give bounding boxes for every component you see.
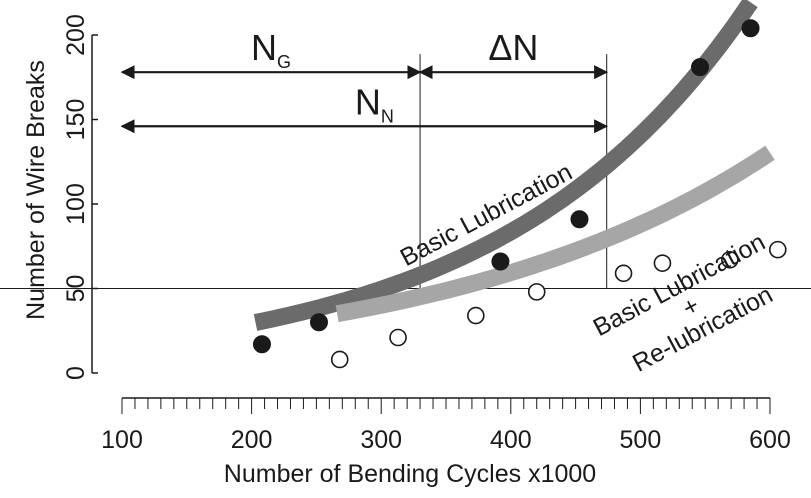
x-tick-label-500: 500 (620, 426, 662, 454)
filled-point-5 (691, 58, 710, 77)
open-point-6 (653, 254, 672, 272)
open-point-5 (614, 264, 633, 283)
x-axis-title: Number of Bending Cycles x1000 (224, 460, 596, 488)
x-tick-label-200: 200 (231, 426, 273, 454)
x-axis: 100 200 300 400 500 600 (101, 397, 791, 454)
open-point-7 (721, 250, 739, 269)
trend-bands (253, 0, 775, 331)
interval-label-3: NN (355, 81, 394, 126)
x-tick-label-400: 400 (490, 426, 532, 454)
x-tick-label-300: 300 (360, 426, 402, 454)
interval-annotations: NG ΔN NN (120, 27, 609, 134)
x-tick-label-600: 600 (749, 426, 791, 454)
filled-point-4 (570, 210, 589, 229)
filled-point-3 (491, 252, 510, 271)
open-point-4 (527, 283, 546, 301)
y-tick-label-0: 0 (62, 366, 90, 380)
filled-point-6 (741, 19, 760, 38)
interval-label-1: NG (251, 27, 291, 72)
relubrication-label: Basic Lubrication + Re-lubrication (589, 228, 778, 378)
open-point-8 (768, 240, 787, 259)
open-point-1 (330, 350, 349, 369)
y-tick-label-100: 100 (62, 183, 90, 225)
y-tick-label-50: 50 (62, 275, 90, 303)
y-tick-label-200: 200 (62, 14, 90, 56)
x-tick-label-100: 100 (101, 426, 143, 454)
interval-label-2: ΔN (488, 27, 538, 68)
y-axis: 0 50 100 150 200 (62, 14, 98, 380)
filled-point-1 (252, 335, 271, 354)
y-axis-title: Number of Wire Breaks (22, 60, 50, 320)
trend-band-series-2 (335, 145, 775, 323)
data-points (252, 19, 787, 369)
y-tick-label-150: 150 (62, 99, 90, 141)
trend-band-series-1 (253, 0, 758, 331)
open-point-3 (467, 306, 485, 325)
open-point-2 (389, 328, 407, 347)
filled-point-2 (309, 313, 328, 332)
